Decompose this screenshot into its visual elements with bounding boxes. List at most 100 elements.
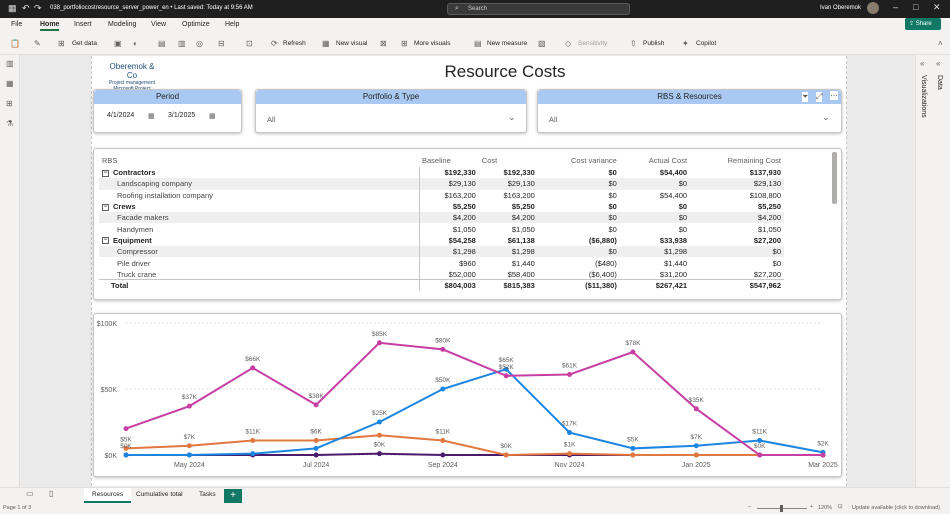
menu-home[interactable]: Home <box>40 21 60 31</box>
zoom-slider-thumb[interactable] <box>780 505 783 512</box>
visualizations-pane-tab[interactable]: Visualizations <box>920 75 927 118</box>
update-notice[interactable]: Update available (click to download) <box>852 505 941 511</box>
rbs-slicer[interactable]: RBS & Resources ⏷ ⤢ ⋯ All ⌄ <box>537 89 842 133</box>
tab-resources[interactable]: Resources <box>84 488 132 503</box>
report-view-icon[interactable]: ▥ <box>6 59 14 68</box>
model-view-icon[interactable]: ⊞ <box>6 99 13 108</box>
chevron-down-icon[interactable]: ⌄ <box>508 112 516 122</box>
expand-visualizations-icon[interactable]: « <box>920 59 925 68</box>
filter-icon[interactable]: ⏷ <box>802 92 809 102</box>
row-label: Roofing installation company <box>117 190 213 200</box>
group-row[interactable]: − Crews $5,250 $5,250 $0 $0 $5,250 <box>99 200 784 213</box>
new-measure-button[interactable]: New measure <box>487 40 528 47</box>
excel-icon[interactable]: ▣ <box>114 39 122 48</box>
column-header[interactable]: Baseline <box>422 155 451 165</box>
recent-sources-icon[interactable]: ◎ <box>196 39 203 48</box>
menu-help[interactable]: Help <box>225 21 240 28</box>
calendar-icon[interactable]: ▦ <box>148 113 155 120</box>
portfolio-dropdown-value[interactable]: All <box>267 115 276 124</box>
group-row[interactable]: − Equipment $54,258 $61,138 ($6,880) $33,938 $… <box>99 234 784 247</box>
vertical-scrollbar[interactable] <box>832 152 837 204</box>
publish-button[interactable]: Publish <box>643 40 665 47</box>
column-header[interactable]: RBS <box>102 155 118 165</box>
expand-data-icon[interactable]: « <box>936 59 941 68</box>
menu-modeling[interactable]: Modeling <box>108 21 137 28</box>
redo-icon[interactable]: ↷ <box>34 3 42 13</box>
new-visual-button[interactable]: New visual <box>336 40 368 47</box>
sql-icon[interactable]: ▤ <box>158 39 166 48</box>
mobile-layout-icon[interactable]: ▯ <box>49 489 54 498</box>
quick-measure-icon[interactable]: ▧ <box>538 39 546 48</box>
collapse-icon[interactable]: − <box>102 237 109 245</box>
title-bar: ▦ ↶ ↷ 038_portfoliocostresource_server_p… <box>0 0 950 18</box>
desktop-layout-icon[interactable]: ▭ <box>26 489 34 498</box>
collapse-icon[interactable]: − <box>102 169 109 177</box>
chevron-down-icon[interactable]: ⌄ <box>822 112 830 122</box>
table-row[interactable]: Truck crane $52,000 $58,400 ($6,400) $31,200… <box>99 268 784 280</box>
table-row[interactable]: Pile driver $960 $1,440 ($480) $1,440 $0 <box>99 257 784 269</box>
close-icon[interactable]: ✕ <box>933 2 941 12</box>
collapse-icon[interactable]: − <box>102 203 109 211</box>
menu-optimize[interactable]: Optimize <box>182 21 210 28</box>
table-row[interactable]: Roofing installation company $163,200 $163… <box>99 189 784 201</box>
menu-view[interactable]: View <box>151 21 167 28</box>
portfolio-slicer[interactable]: Portfolio & Type All ⌄ <box>255 89 527 133</box>
period-end-date[interactable]: 3/1/2025 <box>168 112 196 119</box>
file-name[interactable]: 038_portfoliocostresource_server_power_e… <box>50 5 253 11</box>
share-button[interactable]: ⇪ Share <box>905 18 941 30</box>
table-row[interactable]: Landscaping company $29,130 $29,130 $0 $0 $29… <box>99 178 784 190</box>
data-point <box>440 386 446 392</box>
format-painter-icon[interactable]: ✎ <box>34 39 41 48</box>
value-cell: $0 <box>619 212 691 224</box>
textbox-icon[interactable]: ⊠ <box>380 39 387 48</box>
fit-to-page-icon[interactable]: ⊡ <box>838 504 843 510</box>
collapse-ribbon-icon[interactable]: ˄ <box>938 39 943 48</box>
period-start-date[interactable]: 4/1/2024 <box>107 112 135 119</box>
column-header[interactable]: Cost variance <box>571 155 617 165</box>
copilot-button[interactable]: Copilot <box>696 40 717 47</box>
undo-icon[interactable]: ↶ <box>22 3 30 13</box>
column-header[interactable]: Remaining Cost <box>727 155 781 165</box>
rbs-dropdown-value[interactable]: All <box>549 115 558 124</box>
column-header[interactable]: Cost <box>481 155 498 165</box>
dax-query-icon[interactable]: ⚗ <box>6 119 14 128</box>
data-point <box>376 419 382 425</box>
more-visuals-button[interactable]: More visuals <box>414 40 451 47</box>
x-tick-label: May 2024 <box>174 462 205 469</box>
table-view-icon[interactable]: ▦ <box>6 79 14 88</box>
sensitivity-button[interactable]: Sensitivity <box>578 40 608 47</box>
table-row[interactable]: Facade makers $4,200 $4,200 $0 $0 $4,200 <box>99 212 784 224</box>
period-slicer[interactable]: Period 4/1/2024 ▦ 3/1/2025 ▦ <box>93 89 242 133</box>
menu-file[interactable]: File <box>11 21 23 28</box>
data-pane-tab[interactable]: Data <box>936 75 943 90</box>
search-input[interactable]: ⌕ Search <box>447 3 630 15</box>
menu-insert[interactable]: Insert <box>74 21 92 28</box>
value-cell: $163,200 <box>444 190 476 200</box>
transform-icon[interactable]: ⊟ <box>218 39 225 48</box>
transform-data-icon[interactable]: ⊡ <box>246 39 253 48</box>
user-name[interactable]: Ivan Oberemok <box>820 5 862 11</box>
tab-cumulative-total[interactable]: Cumulative total <box>136 491 183 498</box>
table-row[interactable]: Handymen $1,050 $1,050 $0 $0 $1,050 <box>99 223 784 235</box>
maximize-icon[interactable]: □ <box>913 2 919 12</box>
zoom-in-icon[interactable]: + <box>810 504 814 510</box>
more-options-icon[interactable]: ⋯ <box>830 91 838 100</box>
value-cell: $27,200 <box>753 235 781 245</box>
focus-mode-icon[interactable]: ⤢ <box>816 92 823 102</box>
add-page-button[interactable]: + <box>224 489 242 503</box>
minimize-icon[interactable]: – <box>893 2 899 12</box>
enter-data-icon[interactable]: ▥ <box>178 39 186 48</box>
group-row[interactable]: − Contractors $192,330 $192,330 $0 $54,400 $13… <box>99 167 784 179</box>
data-point <box>693 443 699 449</box>
get-data-button[interactable]: Get data <box>72 40 97 47</box>
calendar-icon[interactable]: ▦ <box>209 113 216 120</box>
refresh-button[interactable]: Refresh <box>283 40 306 47</box>
column-header[interactable]: Actual Cost <box>648 155 688 165</box>
paste-icon[interactable]: 📋 <box>10 39 20 48</box>
dataverse-icon[interactable]: ◐ <box>133 39 138 48</box>
zoom-out-icon[interactable]: – <box>748 504 752 510</box>
table-row[interactable]: Compressor $1,298 $1,298 $0 $1,298 $0 <box>99 246 784 258</box>
avatar[interactable] <box>867 2 879 14</box>
page-title: Resource Costs <box>444 62 566 81</box>
tab-tasks[interactable]: Tasks <box>199 491 216 498</box>
